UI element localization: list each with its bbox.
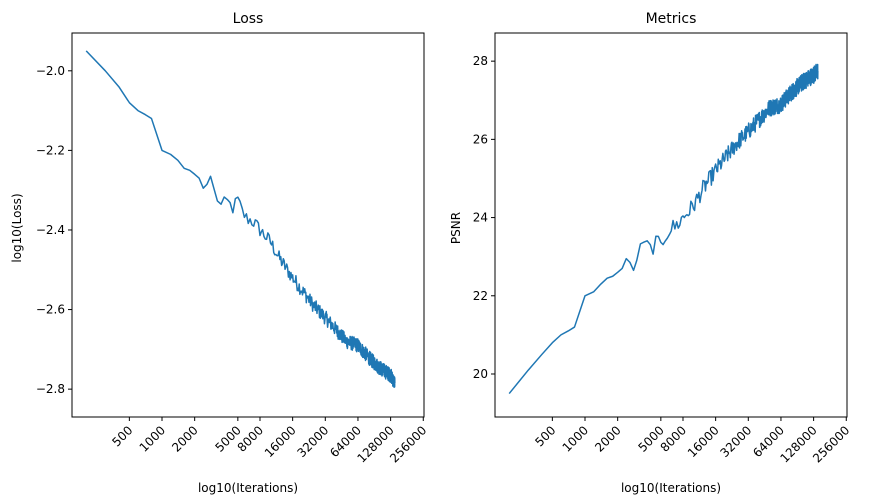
y-tick-label: 28 bbox=[473, 54, 488, 68]
loss-title: Loss bbox=[233, 11, 264, 27]
x-tick-label: 1000 bbox=[137, 423, 168, 454]
y-tick-label: −2.2 bbox=[36, 143, 65, 157]
y-tick-label: 20 bbox=[473, 367, 488, 381]
loss-plot-area bbox=[85, 50, 396, 389]
y-tick-label: −2.6 bbox=[36, 303, 65, 317]
metrics-plot-area bbox=[508, 63, 819, 395]
metrics-ticks: 500 1000 2000 50008000160003200064000128000… bbox=[473, 54, 853, 465]
metrics-x-axis-label: log10(Iterations) bbox=[621, 481, 721, 495]
x-tick-label: 16000 bbox=[262, 423, 299, 460]
x-tick-label: 256000 bbox=[810, 423, 852, 465]
loss-panel: Loss log10(Iterations) log10(Loss) 500 10… bbox=[10, 11, 429, 495]
x-tick-label: 500 bbox=[532, 423, 558, 449]
loss-x-axis-label: log10(Iterations) bbox=[198, 481, 298, 495]
series-line bbox=[85, 50, 396, 389]
y-tick-label: 22 bbox=[473, 289, 488, 303]
x-tick-label: 2000 bbox=[592, 423, 623, 454]
metrics-panel: Metrics log10(Iterations) PSNR 500 1000 20… bbox=[449, 11, 852, 495]
x-tick-label: 1000 bbox=[560, 423, 591, 454]
loss-axes-frame bbox=[71, 32, 425, 418]
x-tick-label: 2000 bbox=[169, 423, 200, 454]
x-tick-label: 32000 bbox=[295, 423, 332, 460]
loss-ticks: 500 1000 2000 50008000160003200064000128000… bbox=[36, 64, 430, 466]
y-tick-label: −2.4 bbox=[36, 223, 65, 237]
y-tick-label: 26 bbox=[473, 132, 488, 146]
x-tick-label: 16000 bbox=[685, 423, 722, 460]
metrics-y-axis-label: PSNR bbox=[449, 212, 463, 244]
x-tick-label: 256000 bbox=[387, 423, 429, 465]
series-line bbox=[508, 63, 819, 395]
x-tick-label: 32000 bbox=[718, 423, 755, 460]
y-tick-label: 24 bbox=[473, 211, 488, 225]
x-tick-label: 500 bbox=[109, 423, 135, 449]
y-tick-label: −2.8 bbox=[36, 382, 65, 396]
metrics-title: Metrics bbox=[646, 11, 697, 27]
y-tick-label: −2.0 bbox=[36, 64, 65, 78]
loss-y-axis-label: log10(Loss) bbox=[10, 193, 24, 262]
metrics-axes-frame bbox=[494, 32, 848, 418]
